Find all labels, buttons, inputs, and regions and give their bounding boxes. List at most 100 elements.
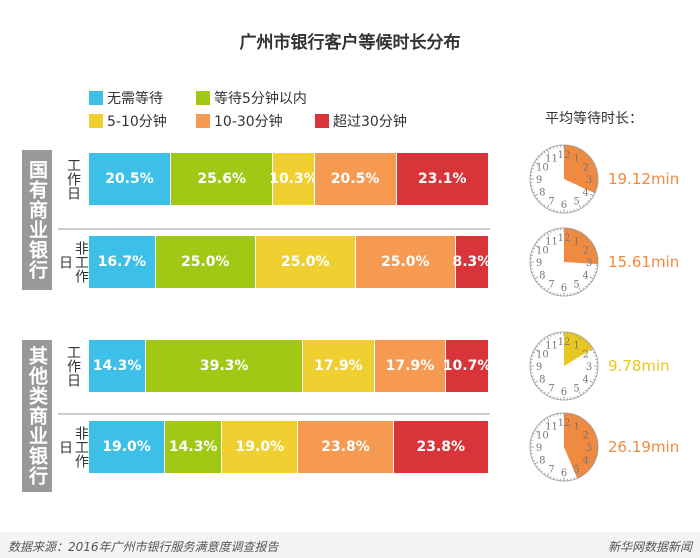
data-label: 39.3% xyxy=(199,358,249,374)
svg-text:6: 6 xyxy=(561,283,567,294)
data-label: 10.7% xyxy=(442,358,492,374)
svg-text:5: 5 xyxy=(573,465,579,476)
svg-text:11: 11 xyxy=(545,153,558,164)
svg-text:4: 4 xyxy=(582,188,588,199)
svg-text:11: 11 xyxy=(545,421,558,432)
svg-text:6: 6 xyxy=(561,200,567,211)
svg-text:10: 10 xyxy=(536,246,549,257)
avg-wait-label: 15.61min xyxy=(608,253,680,271)
row-label: 工作日 xyxy=(65,345,81,387)
bar-segment: 14.3% xyxy=(165,421,223,473)
svg-text:8: 8 xyxy=(539,271,545,282)
stacked-bar: 16.7% 25.0% 25.0% 25.0% 8.3% xyxy=(89,236,492,288)
bar-segment: 20.5% xyxy=(314,153,397,205)
svg-text:4: 4 xyxy=(582,271,588,282)
legend-label: 5-10分钟 xyxy=(107,114,167,130)
bar-segment: 17.9% xyxy=(374,340,447,392)
legend-label: 等待5分钟以内 xyxy=(214,91,307,107)
svg-text:7: 7 xyxy=(548,197,554,208)
svg-text:9: 9 xyxy=(536,362,542,373)
svg-text:8: 8 xyxy=(539,375,545,386)
svg-text:7: 7 xyxy=(548,280,554,291)
bar-segment: 25.0% xyxy=(355,236,456,288)
svg-text:10: 10 xyxy=(536,163,549,174)
svg-text:1: 1 xyxy=(573,153,579,164)
bar-segment: 23.1% xyxy=(396,153,489,205)
legend-swatch xyxy=(196,114,210,128)
legend-item: 10-30分钟 xyxy=(196,111,283,131)
bar-segment: 10.3% xyxy=(269,153,318,205)
svg-text:3: 3 xyxy=(586,258,592,269)
clock-wait-sector xyxy=(564,332,594,366)
svg-text:8: 8 xyxy=(539,456,545,467)
bar-segment: 23.8% xyxy=(298,421,394,473)
data-label: 25.0% xyxy=(381,254,430,270)
svg-text:9: 9 xyxy=(536,175,542,186)
data-label: 25.0% xyxy=(181,254,230,270)
legend-item: 5-10分钟 xyxy=(89,111,167,131)
svg-text:2: 2 xyxy=(582,350,588,361)
bar-segment: 25.0% xyxy=(155,236,256,288)
row-label: 非工作日 xyxy=(57,426,89,468)
brand: 新华网数据新闻 xyxy=(607,540,692,554)
svg-text:8: 8 xyxy=(539,188,545,199)
bar-segment: 10.7% xyxy=(442,340,492,392)
svg-text:5: 5 xyxy=(573,384,579,395)
data-label: 8.3% xyxy=(452,254,492,270)
clock-wait-sector xyxy=(564,413,598,479)
legend-label: 10-30分钟 xyxy=(214,114,283,130)
bar-segment: 16.7% xyxy=(89,236,156,288)
svg-text:9: 9 xyxy=(536,443,542,454)
data-label: 23.8% xyxy=(321,439,370,455)
stacked-bar: 14.3% 39.3% 17.9% 17.9% 10.7% xyxy=(89,340,492,392)
svg-text:10: 10 xyxy=(536,350,549,361)
data-label: 19.0% xyxy=(102,439,151,455)
svg-text:4: 4 xyxy=(582,456,588,467)
svg-text:3: 3 xyxy=(586,362,592,373)
bar-segment: 25.0% xyxy=(255,236,356,288)
data-label: 17.9% xyxy=(385,358,435,374)
svg-text:12: 12 xyxy=(558,233,571,244)
svg-text:6: 6 xyxy=(561,468,567,479)
data-label: 14.3% xyxy=(92,358,142,374)
clock-wait-sector xyxy=(564,228,598,265)
bar-segment: 23.8% xyxy=(393,421,489,473)
legend-item: 超过30分钟 xyxy=(315,111,407,131)
svg-text:7: 7 xyxy=(548,384,554,395)
svg-text:11: 11 xyxy=(545,340,558,351)
data-label: 19.0% xyxy=(235,439,285,455)
svg-text:1: 1 xyxy=(573,421,579,432)
svg-text:5: 5 xyxy=(573,280,579,291)
bar-segment: 19.0% xyxy=(89,421,166,473)
svg-text:2: 2 xyxy=(582,431,588,442)
bar-segment: 20.5% xyxy=(89,153,171,205)
svg-text:6: 6 xyxy=(561,387,567,398)
svg-text:12: 12 xyxy=(558,150,571,161)
legend-item: 无需等待 xyxy=(89,88,163,108)
bar-segment: 19.0% xyxy=(222,421,299,473)
svg-text:1: 1 xyxy=(573,236,579,247)
row-divider xyxy=(58,413,490,415)
data-label: 25.0% xyxy=(281,254,330,270)
bar-segment: 17.9% xyxy=(303,340,375,392)
avg-wait-title: 平均等待时长： xyxy=(545,111,643,127)
stacked-bar: 20.5% 25.6% 10.3% 20.5% 23.1% xyxy=(89,153,489,205)
footer: 数据来源：2016年广州市银行服务满意度调查报告 新华网数据新闻 xyxy=(0,532,700,558)
source-note: 数据来源：2016年广州市银行服务满意度调查报告 xyxy=(8,540,279,554)
svg-text:12: 12 xyxy=(558,337,571,348)
svg-text:2: 2 xyxy=(582,246,588,257)
data-label: 14.3% xyxy=(168,439,218,455)
data-label: 20.5% xyxy=(105,171,154,187)
data-label: 23.8% xyxy=(416,439,466,455)
row-label: 非工作日 xyxy=(57,241,89,283)
svg-text:2: 2 xyxy=(582,163,588,174)
bar-segment: 39.3% xyxy=(146,340,304,392)
clock-wait-sector xyxy=(564,145,598,194)
data-label: 16.7% xyxy=(97,254,147,270)
svg-text:3: 3 xyxy=(586,175,592,186)
data-label: 23.1% xyxy=(417,171,467,187)
svg-text:11: 11 xyxy=(545,236,558,247)
bar-segment: 25.6% xyxy=(171,153,274,205)
